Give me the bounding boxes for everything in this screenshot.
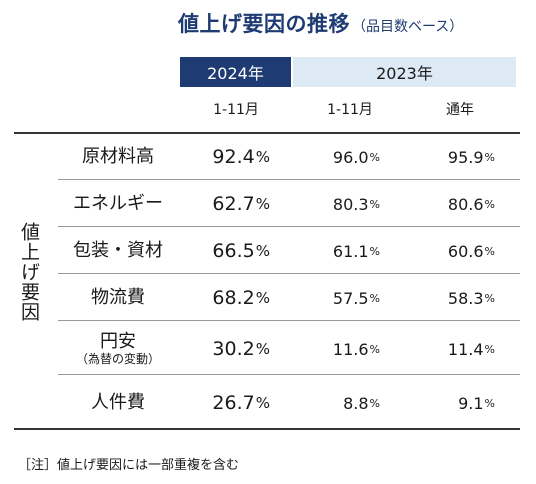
row-divider (58, 226, 520, 227)
value-number: 60.6 (447, 241, 484, 261)
value-number: 68.2 (212, 287, 255, 309)
value-2024-nov: 68.2% (212, 275, 270, 321)
percent-sign: % (369, 396, 380, 410)
table-row: 原材料高 92.4% 96.0% 95.9% (58, 134, 520, 180)
percent-sign: % (369, 342, 380, 356)
title-sub: （品目数ベース） (352, 19, 464, 35)
value-number: 58.3 (447, 288, 484, 308)
side-label-factors: 値上げ要因 (18, 222, 40, 322)
row-divider (58, 374, 520, 375)
value-2024-nov: 26.7% (212, 380, 270, 426)
row-label-text: 原材料高 (82, 146, 154, 167)
subheader-2023-full: 通年 (446, 102, 474, 118)
row-label: 人件費 (58, 380, 178, 426)
value-number: 80.3 (332, 194, 369, 214)
value-number: 62.7 (212, 193, 255, 215)
value-2023-nov: 57.5% (333, 275, 380, 321)
percent-sign: % (255, 242, 270, 260)
value-2024-nov: 92.4% (212, 134, 270, 180)
value-2023-nov: 96.0% (333, 134, 380, 180)
value-2023-nov: 80.3% (333, 181, 380, 227)
percent-sign: % (484, 244, 495, 258)
percent-sign: % (255, 195, 270, 213)
row-label: 原材料高 (58, 134, 178, 180)
value-number: 92.4 (212, 146, 255, 168)
table-row: 円安 （為替の変動） 30.2% 11.6% 11.4% (58, 324, 520, 374)
table-row: 包装・資材 66.5% 61.1% 60.6% (58, 228, 520, 274)
value-2023-full: 9.1% (458, 380, 495, 426)
footnote: ［注］値上げ要因には一部重複を含む (18, 458, 240, 473)
percent-sign: % (484, 396, 495, 410)
table-row: エネルギー 62.7% 80.3% 80.6% (58, 181, 520, 227)
percent-sign: % (484, 197, 495, 211)
table-bottom-rule (14, 428, 520, 430)
row-divider (58, 320, 520, 321)
row-label-text: エネルギー (73, 193, 163, 214)
page-title: 値上げ要因の推移 （品目数ベース） (178, 8, 463, 38)
percent-sign: % (484, 150, 495, 164)
header-year-2024: 2024年 (180, 57, 291, 87)
value-number: 66.5 (212, 240, 255, 262)
row-label: 物流費 (58, 275, 178, 321)
percent-sign: % (369, 291, 380, 305)
title-main: 値上げ要因の推移 (178, 12, 350, 36)
value-number: 57.5 (332, 288, 369, 308)
value-2024-nov: 66.5% (212, 228, 270, 274)
subheader-2024-nov: 1-11月 (213, 102, 259, 118)
row-label-text: 人件費 (91, 392, 145, 413)
percent-sign: % (369, 244, 380, 258)
value-2023-full: 11.4% (448, 324, 495, 374)
row-label-text: 包装・資材 (73, 240, 163, 261)
row-label-note: （為替の変動） (75, 352, 160, 366)
value-2023-full: 58.3% (448, 275, 495, 321)
row-divider (58, 273, 520, 274)
value-number: 30.2 (212, 338, 255, 360)
table-row: 人件費 26.7% 8.8% 9.1% (58, 380, 520, 426)
value-number: 8.8 (343, 393, 369, 413)
percent-sign: % (369, 197, 380, 211)
value-2023-nov: 8.8% (343, 380, 380, 426)
value-number: 11.6 (332, 339, 369, 359)
row-label-text: 物流費 (91, 287, 145, 308)
subheader-2023-nov: 1-11月 (327, 102, 373, 118)
value-2023-full: 60.6% (448, 228, 495, 274)
value-number: 80.6 (447, 194, 484, 214)
value-2023-full: 95.9% (448, 134, 495, 180)
value-number: 96.0 (332, 147, 369, 167)
row-label: 円安 （為替の変動） (58, 324, 178, 374)
value-2023-nov: 61.1% (333, 228, 380, 274)
value-number: 11.4 (447, 339, 484, 359)
percent-sign: % (484, 342, 495, 356)
table-row: 物流費 68.2% 57.5% 58.3% (58, 275, 520, 321)
percent-sign: % (255, 340, 270, 358)
percent-sign: % (255, 394, 270, 412)
row-divider (58, 179, 520, 180)
percent-sign: % (255, 148, 270, 166)
row-label: 包装・資材 (58, 228, 178, 274)
row-label-text: 円安 (100, 331, 136, 352)
percent-sign: % (369, 150, 380, 164)
value-number: 9.1 (458, 393, 484, 413)
row-label: エネルギー (58, 181, 178, 227)
value-2024-nov: 30.2% (212, 324, 270, 374)
value-2024-nov: 62.7% (212, 181, 270, 227)
value-number: 61.1 (332, 241, 369, 261)
value-number: 95.9 (447, 147, 484, 167)
header-year-2023: 2023年 (293, 57, 516, 87)
table-top-rule (14, 132, 520, 134)
value-number: 26.7 (212, 392, 255, 414)
value-2023-full: 80.6% (448, 181, 495, 227)
percent-sign: % (484, 291, 495, 305)
percent-sign: % (255, 289, 270, 307)
value-2023-nov: 11.6% (333, 324, 380, 374)
